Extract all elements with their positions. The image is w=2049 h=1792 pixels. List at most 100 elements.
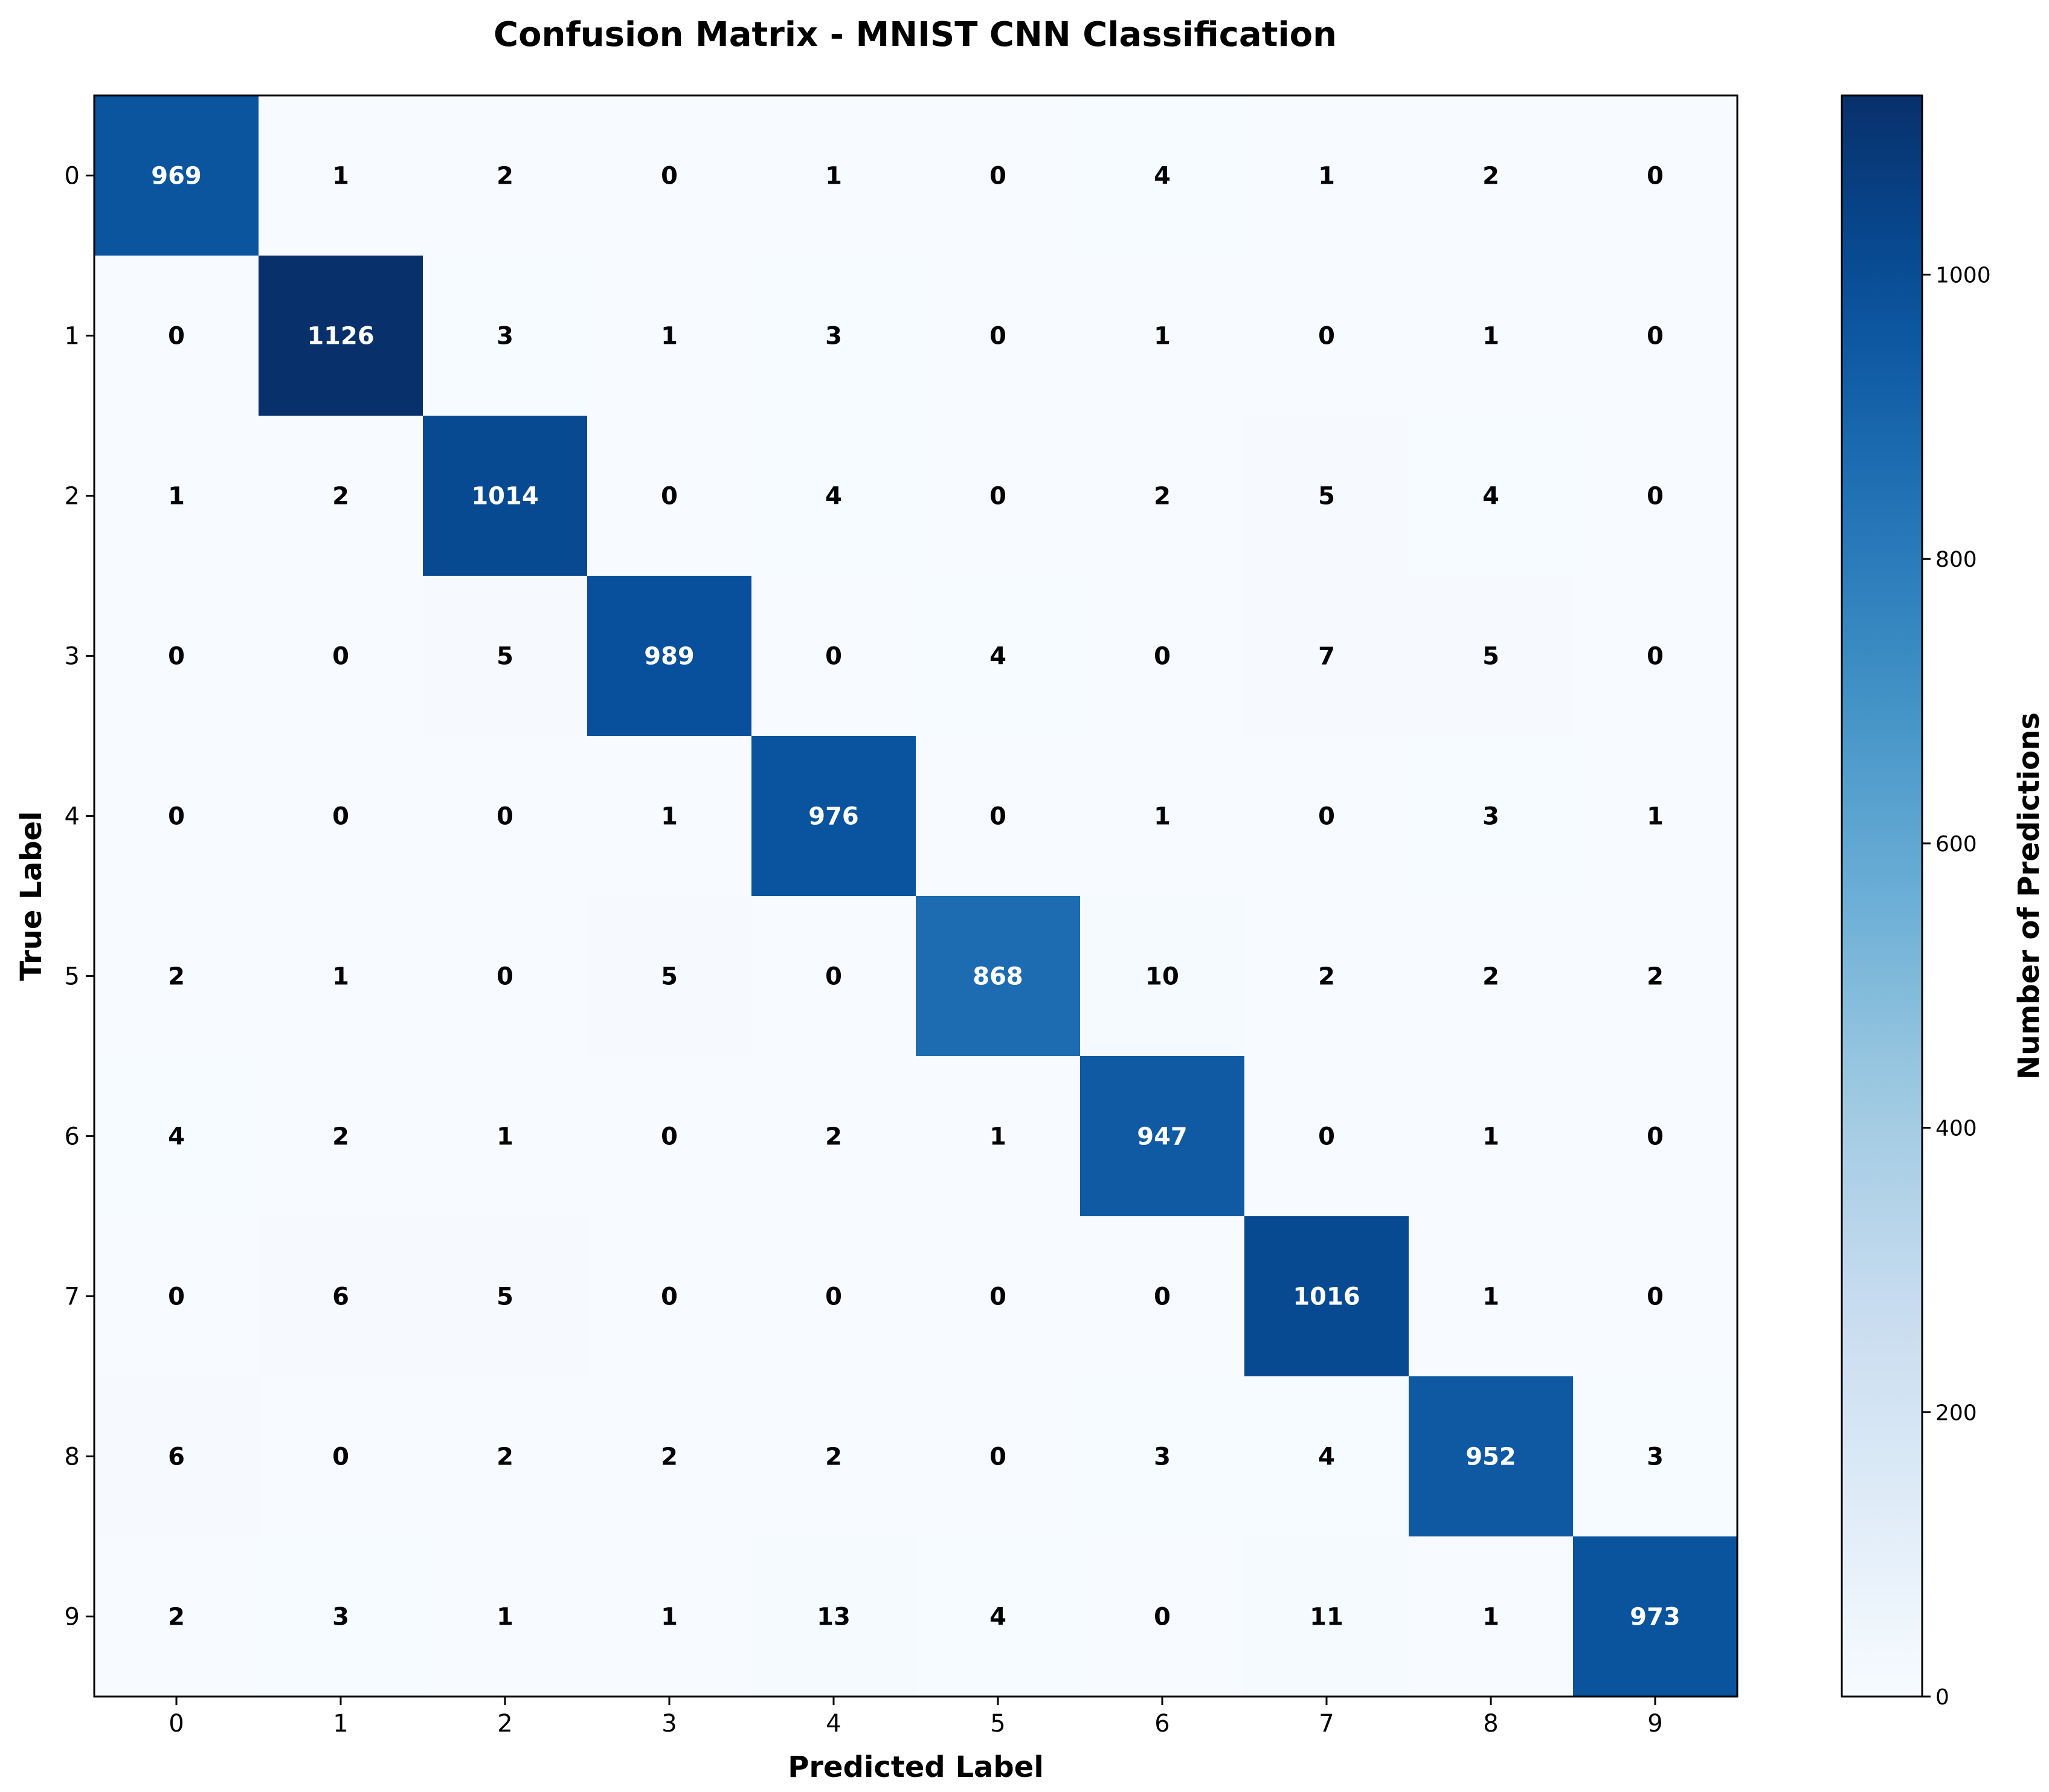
cell-value-label: 947 xyxy=(1137,1123,1188,1151)
cell-value-label: 0 xyxy=(1647,163,1664,190)
cell-value-label: 1014 xyxy=(471,483,538,511)
cell-value-label: 0 xyxy=(1647,1123,1664,1151)
heatmap-cell xyxy=(94,736,259,897)
heatmap-cell xyxy=(916,1216,1081,1377)
cell-value-label: 0 xyxy=(1154,1603,1171,1631)
cell-value-label: 2 xyxy=(661,1443,678,1471)
heatmap-cell xyxy=(1080,576,1245,736)
x-tick-label: 2 xyxy=(497,1710,512,1738)
cell-value-label: 0 xyxy=(825,643,842,671)
x-tick-label: 0 xyxy=(169,1710,184,1738)
heatmap-cell xyxy=(1080,416,1245,576)
cell-value-label: 5 xyxy=(497,643,513,671)
heatmap-cell xyxy=(587,576,752,736)
cell-value-label: 0 xyxy=(825,1283,842,1311)
heatmap-cell xyxy=(259,1216,423,1377)
heatmap-cell xyxy=(423,95,588,256)
heatmap-cell xyxy=(587,1056,752,1217)
heatmap-cell xyxy=(916,1536,1081,1697)
cell-value-label: 0 xyxy=(989,163,1006,190)
heatmap-cell xyxy=(94,1376,259,1537)
cell-value-label: 4 xyxy=(989,1603,1006,1631)
heatmap-cell xyxy=(1573,95,1738,256)
cell-value-label: 4 xyxy=(825,483,842,511)
heatmap-cell xyxy=(587,1376,752,1537)
heatmap-cell xyxy=(94,95,259,256)
heatmap-cell xyxy=(1409,576,1574,736)
heatmap-cell xyxy=(587,1536,752,1697)
heatmap-cell xyxy=(423,1056,588,1217)
heatmap-cell xyxy=(423,416,588,576)
heatmap-cell xyxy=(587,95,752,256)
cell-value-label: 1 xyxy=(1318,163,1335,190)
cell-value-label: 1 xyxy=(1154,803,1171,831)
cell-value-label: 3 xyxy=(1647,1443,1664,1471)
heatmap-cell xyxy=(916,736,1081,897)
cell-value-label: 0 xyxy=(661,1123,678,1151)
heatmap-cell xyxy=(1244,1056,1409,1217)
cell-value-label: 0 xyxy=(168,1283,185,1311)
cell-value-label: 0 xyxy=(168,803,185,831)
cell-value-label: 3 xyxy=(1482,803,1499,831)
heatmap-cell xyxy=(587,1216,752,1377)
cell-value-label: 0 xyxy=(989,323,1006,350)
y-tick-label: 2 xyxy=(65,483,80,511)
heatmap-cell xyxy=(587,256,752,416)
y-tick-label: 9 xyxy=(65,1603,80,1631)
cell-value-label: 1 xyxy=(1482,1283,1499,1311)
heatmap-cell xyxy=(94,1536,259,1697)
x-axis-label: Predicted Label xyxy=(788,1750,1044,1784)
cell-value-label: 2 xyxy=(1482,963,1499,991)
cell-value-label: 0 xyxy=(332,1443,349,1471)
heatmap-cell xyxy=(94,1056,259,1217)
heatmap-cell xyxy=(1409,256,1574,416)
heatmap-cell xyxy=(1244,1216,1409,1377)
heatmap-cell xyxy=(1080,256,1245,416)
heatmap-cell xyxy=(259,576,423,736)
cell-value-label: 0 xyxy=(989,1443,1006,1471)
heatmap-cell xyxy=(1409,1056,1574,1217)
heatmap-cell xyxy=(1080,95,1245,256)
colorbar-label: Number of Predictions xyxy=(2012,712,2046,1080)
cell-value-label: 3 xyxy=(332,1603,349,1631)
cell-value-label: 0 xyxy=(1647,1283,1664,1311)
cell-value-label: 2 xyxy=(825,1123,842,1151)
heatmap-cells xyxy=(94,95,1738,1697)
heatmap-cell xyxy=(1080,1216,1245,1377)
cell-value-label: 0 xyxy=(989,1283,1006,1311)
cell-value-label: 13 xyxy=(817,1603,851,1631)
cell-value-label: 0 xyxy=(1154,643,1171,671)
heatmap-cell xyxy=(751,416,916,576)
heatmap-cell-labels: 969 1 2 0 1 0 4 1 2 00 1126 3 1 3 0 1 0 1 01 2 1014 0 4 0 2 5 4 00 0… xyxy=(151,163,1681,1631)
heatmap-cell xyxy=(1244,256,1409,416)
heatmap-cell xyxy=(751,1216,916,1377)
heatmap-cell xyxy=(916,576,1081,736)
heatmap-cell xyxy=(1244,1376,1409,1537)
cell-value-label: 5 xyxy=(661,963,678,991)
cell-value-label: 4 xyxy=(1154,163,1171,190)
cell-value-label: 2 xyxy=(1318,963,1335,991)
cell-value-label: 1 xyxy=(497,1123,513,1151)
cell-value-label: 0 xyxy=(168,323,185,350)
cell-value-label: 2 xyxy=(825,1443,842,1471)
heatmap-cell xyxy=(1244,736,1409,897)
cell-value-label: 1 xyxy=(168,483,185,511)
cell-value-label: 2 xyxy=(1647,963,1664,991)
cell-value-label: 2 xyxy=(497,163,513,190)
y-tick-label: 5 xyxy=(65,963,80,991)
heatmap-cell xyxy=(259,1376,423,1537)
cell-value-label: 11 xyxy=(1310,1603,1343,1631)
heatmap-cell xyxy=(1080,1376,1245,1537)
x-tick-label: 4 xyxy=(826,1710,841,1738)
x-tick-label: 1 xyxy=(333,1710,348,1738)
heatmap-cell xyxy=(94,1216,259,1377)
y-tick-label: 3 xyxy=(65,643,80,671)
plot-frame xyxy=(93,94,1739,1698)
x-tick-label: 9 xyxy=(1647,1710,1662,1738)
heatmap-cell xyxy=(1573,1216,1738,1377)
heatmap-cell xyxy=(751,576,916,736)
cell-value-label: 1 xyxy=(1482,1603,1499,1631)
heatmap-cell xyxy=(1244,896,1409,1057)
heatmap-cell xyxy=(1080,1536,1245,1697)
colorbar-ticks: 0 200 400 600 800 1000 xyxy=(1922,263,1991,1710)
